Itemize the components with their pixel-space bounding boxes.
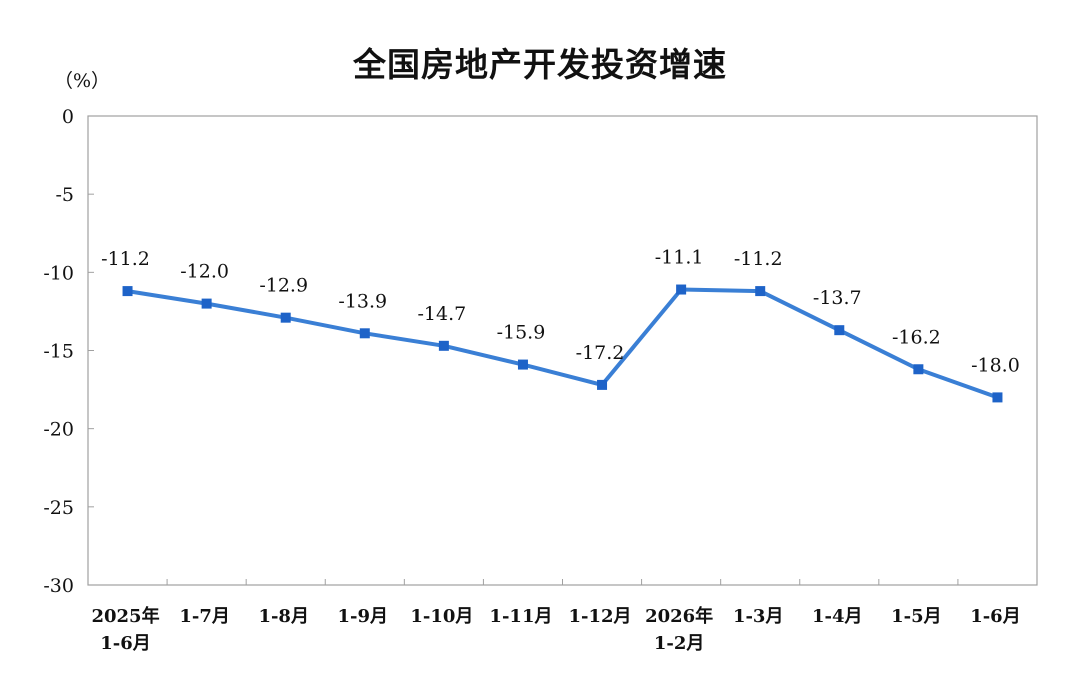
x-tick-label: 1-7月 bbox=[179, 606, 230, 627]
y-axis-unit: （%） bbox=[54, 70, 111, 92]
x-tick-label: 1-3月 bbox=[733, 606, 784, 627]
y-tick-label: -20 bbox=[43, 419, 74, 441]
data-point bbox=[676, 284, 687, 295]
chart-title: 全国房地产开发投资增速 bbox=[353, 45, 727, 84]
data-label: -12.9 bbox=[259, 275, 308, 297]
series-line bbox=[127, 287, 999, 400]
data-label: -15.9 bbox=[497, 322, 546, 344]
plot-frame bbox=[87, 115, 1038, 586]
data-label: -13.9 bbox=[338, 290, 387, 312]
y-tick-label: 0 bbox=[62, 106, 74, 128]
data-point bbox=[438, 340, 449, 351]
x-tick-label: 1-2月 bbox=[654, 633, 705, 654]
x-tick-label: 2025年 bbox=[91, 605, 159, 627]
x-tick-label: 2026年 bbox=[645, 605, 713, 627]
x-tick-label: 1-5月 bbox=[891, 606, 942, 627]
data-point bbox=[597, 379, 608, 390]
data-label: -14.7 bbox=[418, 303, 467, 325]
x-tick-label: 1-12月 bbox=[569, 606, 632, 627]
x-tick-label: 1-9月 bbox=[338, 606, 389, 627]
data-label: -11.2 bbox=[101, 248, 150, 270]
x-tick-label: 1-6月 bbox=[100, 633, 151, 654]
data-label: -16.2 bbox=[892, 326, 941, 348]
y-tick-label: -25 bbox=[43, 497, 74, 519]
y-tick-label: -15 bbox=[43, 341, 74, 363]
x-tick-label: 1-4月 bbox=[812, 606, 863, 627]
data-label: -18.0 bbox=[971, 354, 1020, 376]
x-tick-label: 1-6月 bbox=[970, 606, 1021, 627]
data-point bbox=[992, 392, 1003, 403]
data-label: -12.0 bbox=[180, 261, 229, 283]
data-label: -13.7 bbox=[813, 287, 862, 309]
data-label: -17.2 bbox=[576, 342, 625, 364]
x-tick-label: 1-8月 bbox=[258, 606, 309, 627]
data-point bbox=[517, 359, 528, 370]
data-label: -11.1 bbox=[655, 247, 704, 269]
x-tick-label: 1-10月 bbox=[410, 606, 473, 627]
y-tick-label: -5 bbox=[55, 184, 74, 206]
data-point bbox=[755, 286, 766, 297]
data-point bbox=[122, 286, 133, 297]
x-tick-label: 1-11月 bbox=[489, 606, 552, 627]
data-point bbox=[280, 312, 291, 323]
data-point bbox=[359, 328, 370, 339]
data-point bbox=[913, 364, 924, 375]
data-label: -11.2 bbox=[734, 248, 783, 270]
y-tick-label: -30 bbox=[43, 575, 74, 597]
data-point bbox=[834, 325, 845, 336]
y-tick-label: -10 bbox=[43, 262, 74, 284]
data-point bbox=[201, 298, 212, 309]
